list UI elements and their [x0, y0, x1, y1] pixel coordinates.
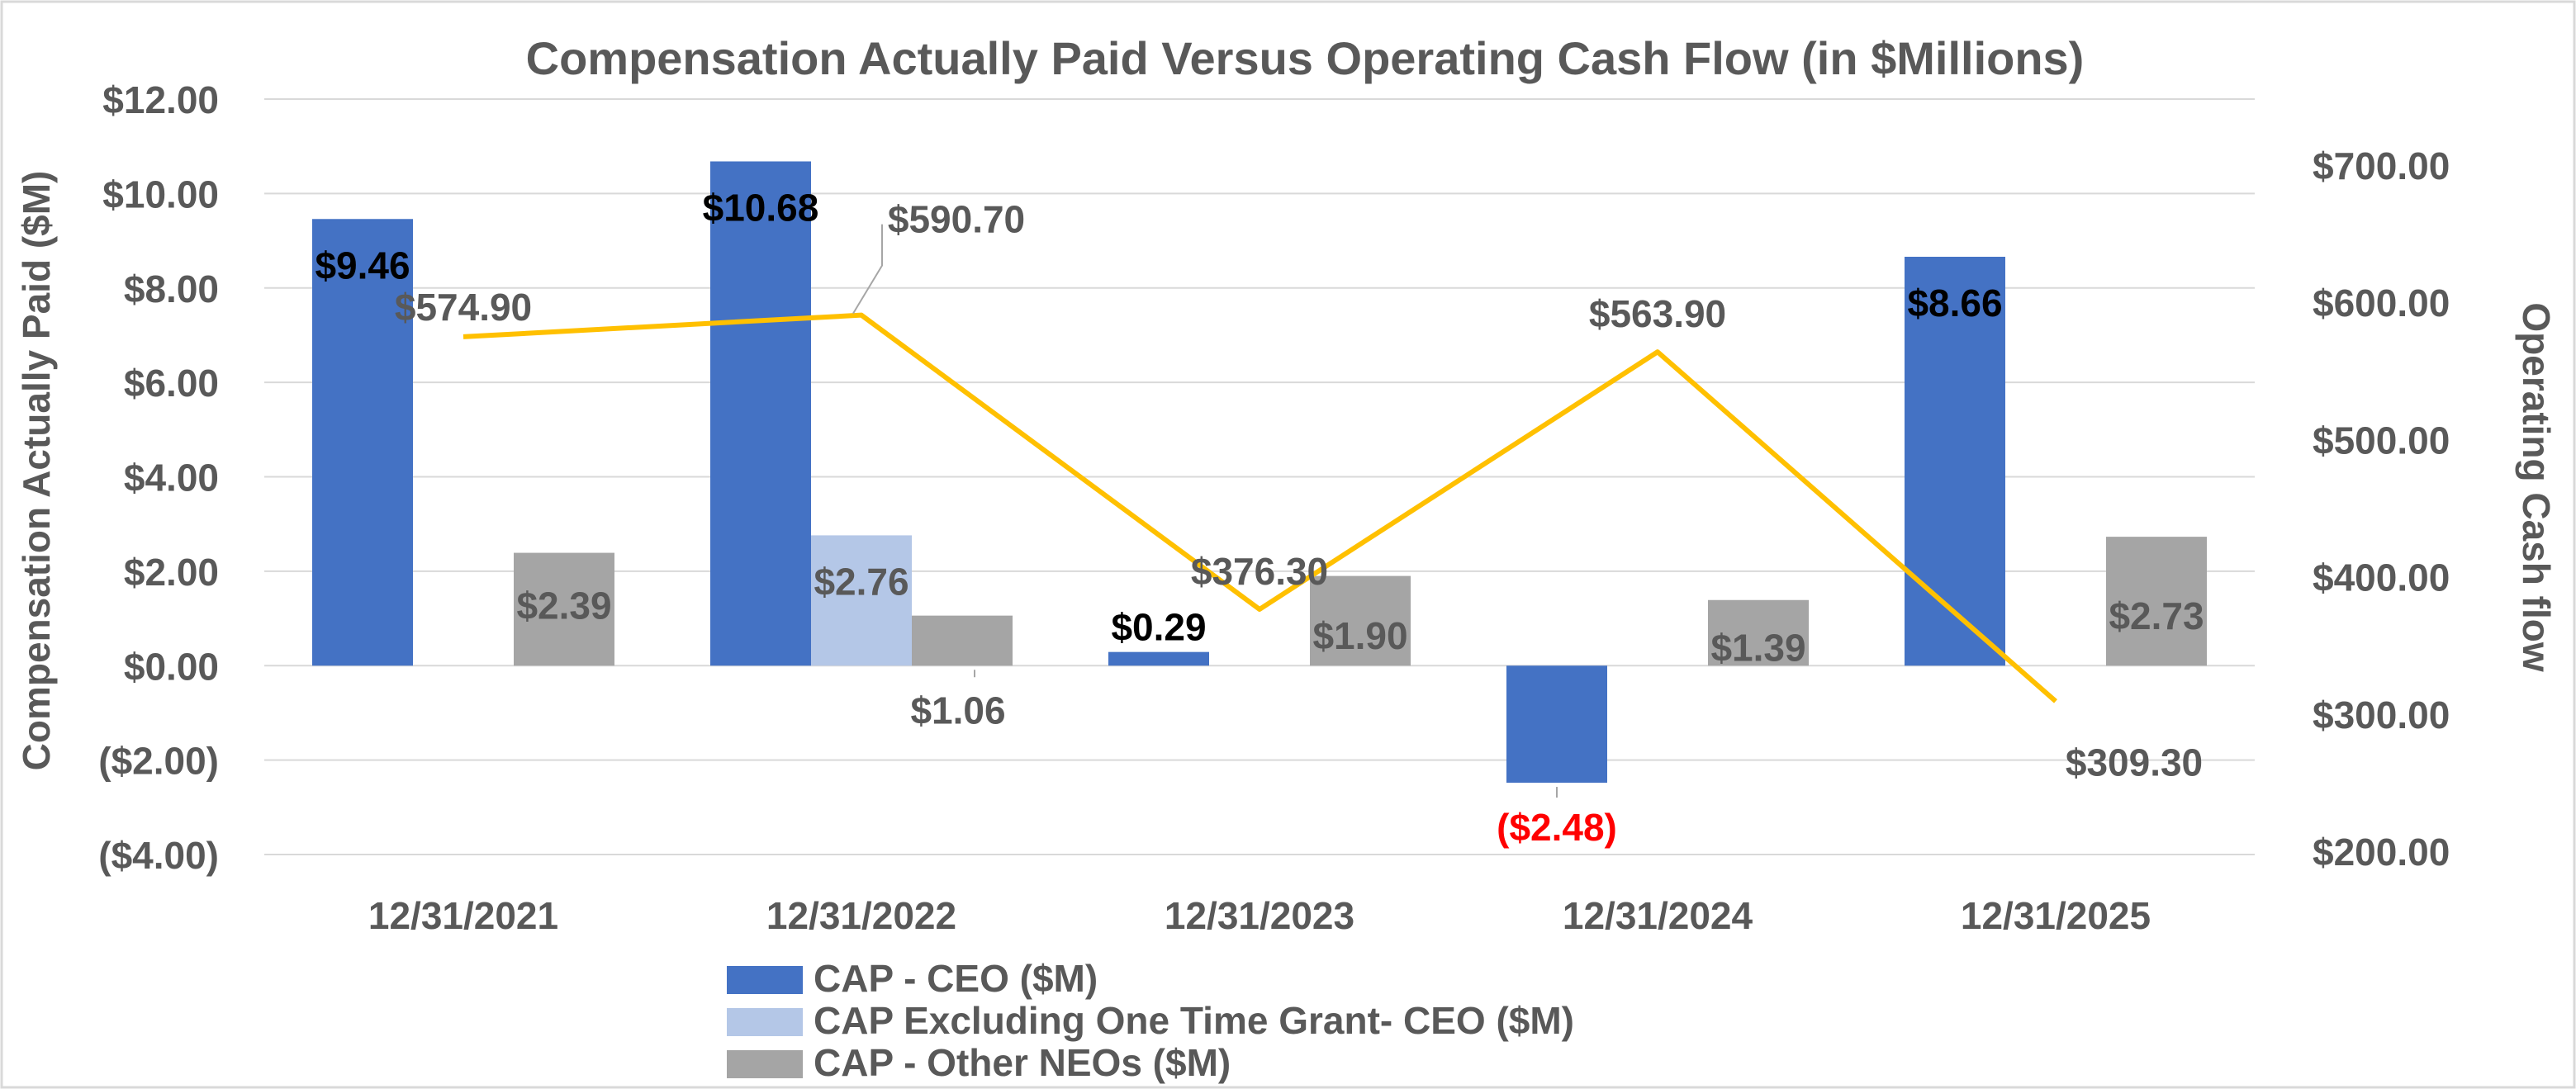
data-label-cap-other-neos: $1.39 [1710, 627, 1805, 670]
data-label-cap-other-neos: $1.06 [910, 689, 1005, 732]
y-tick-label: $12.00 [102, 78, 219, 121]
y2-tick-label: $700.00 [2313, 144, 2450, 187]
data-label-cap-excl-grant: $2.76 [814, 560, 908, 603]
data-label-cap-other-neos: $2.39 [516, 585, 611, 627]
x-tick-label: 12/31/2022 [766, 894, 956, 937]
data-label-cash-flow: $590.70 [888, 198, 1025, 241]
bar-cap-ceo [710, 161, 811, 666]
legend-swatch [727, 1008, 803, 1036]
data-label-cap-ceo: $0.29 [1111, 606, 1206, 649]
legend-label: CAP - CEO ($M) [814, 957, 1098, 1000]
y2-tick-label: $200.00 [2313, 831, 2450, 874]
data-label-cap-other-neos: $1.90 [1312, 614, 1407, 657]
x-tick-label: 12/31/2025 [1961, 894, 2151, 937]
bar-cap-other-neos [2106, 537, 2207, 666]
y-axis-ticks: ($4.00) ($2.00) $0.00 $2.00 $4.00 $6.00 $8.00 $… [98, 78, 219, 877]
x-tick-label: 12/31/2023 [1165, 894, 1354, 937]
bar-cap-ceo [1506, 665, 1607, 784]
legend-swatch [727, 1050, 803, 1078]
data-label-cap-other-neos: $2.73 [2109, 594, 2204, 637]
y-tick-label: $6.00 [124, 362, 219, 405]
y2-tick-label: $400.00 [2313, 556, 2450, 599]
y2-tick-label: $600.00 [2313, 282, 2450, 324]
chart-title: Compensation Actually Paid Versus Operat… [526, 32, 2085, 84]
cash-flow-line [463, 312, 2057, 703]
data-label-cash-flow: $563.90 [1589, 292, 1726, 335]
bar-cap-other-neos [1310, 575, 1411, 666]
bar-cap-ceo [312, 219, 413, 666]
bar-cap-other-neos [1708, 599, 1809, 666]
data-label-cash-flow: $309.30 [2066, 741, 2203, 784]
y-axis-title: Compensation Actually Paid ($M) [15, 171, 58, 771]
legend-swatch [727, 966, 803, 994]
leader-line [852, 224, 883, 315]
x-axis-ticks: 12/31/2021 12/31/2022 12/31/2023 12/31/2024… [368, 894, 2151, 937]
y-tick-label: ($2.00) [98, 740, 219, 783]
bar-cap-ceo [1108, 651, 1209, 666]
x-tick-label: 12/31/2021 [368, 894, 558, 937]
data-label-cap-ceo: $9.46 [315, 244, 410, 286]
y2-axis-title: Operating Cash flow [2515, 302, 2558, 671]
legend-label: CAP - Other NEOs ($M) [814, 1041, 1231, 1084]
bar-cap-ceo [1905, 257, 2005, 666]
data-label-cap-ceo: $10.68 [703, 186, 819, 229]
data-label-cap-ceo: ($2.48) [1497, 806, 1617, 849]
y-tick-label: $4.00 [124, 457, 219, 500]
data-label-cash-flow: $376.30 [1191, 550, 1328, 593]
legend: CAP - CEO ($M)CAP Excluding One Time Gra… [727, 957, 1574, 1084]
cash-flow-line-path [463, 312, 2057, 703]
y-tick-label: ($4.00) [98, 834, 219, 877]
data-label-cap-ceo: $8.66 [1907, 282, 2002, 324]
y-tick-label: $10.00 [102, 173, 219, 215]
bar-cap-excl-grant-ceo [811, 535, 912, 666]
x-tick-label: 12/31/2024 [1563, 894, 1753, 937]
data-label-cash-flow: $574.90 [395, 286, 532, 329]
data-labels: $9.46 $10.68 $0.29 ($2.48) $8.66 $2.76 $2.39 $1… [315, 186, 2204, 849]
y2-tick-label: $300.00 [2313, 694, 2450, 736]
y2-tick-label: $500.00 [2313, 419, 2450, 462]
y2-axis-ticks: $200.00 $300.00 $400.00 $500.00 $600.00 $700.… [2313, 144, 2450, 874]
bar-cap-other-neos [514, 552, 614, 666]
y-tick-label: $8.00 [124, 268, 219, 310]
y-tick-label: $0.00 [124, 645, 219, 688]
bars [312, 161, 2207, 784]
y-tick-label: $2.00 [124, 551, 219, 594]
bar-cap-other-neos [912, 615, 1013, 666]
legend-label: CAP Excluding One Time Grant- CEO ($M) [814, 999, 1574, 1042]
